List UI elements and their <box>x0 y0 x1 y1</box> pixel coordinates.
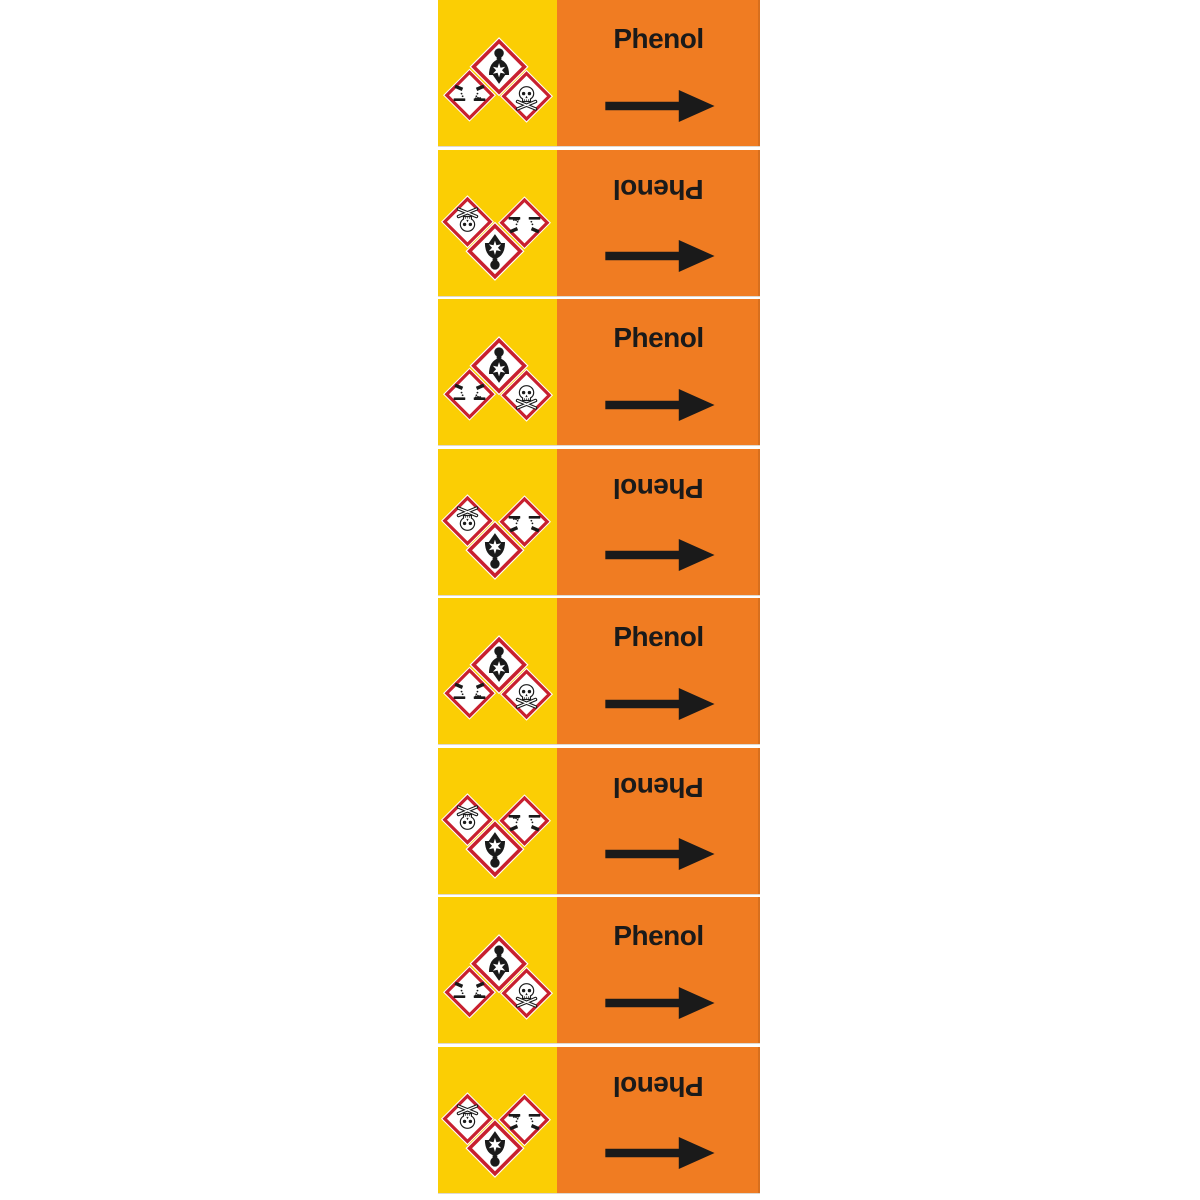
flow-band: Phenol <box>557 299 760 446</box>
ghs-pictogram-cluster <box>441 1084 553 1178</box>
pipe-marker-label: Phenol <box>438 0 760 147</box>
flow-direction-arrow-icon <box>604 987 715 1020</box>
pipe-marker-label: Phenol <box>438 747 760 894</box>
pipe-marker-label: Phenol <box>438 299 760 446</box>
flow-direction-arrow-icon <box>604 688 715 721</box>
flow-band: Phenol <box>557 747 760 894</box>
hazard-pictogram-band <box>438 0 557 147</box>
hazard-pictogram-band <box>438 747 557 894</box>
substance-name: Phenol <box>613 771 704 803</box>
flow-direction-arrow-icon <box>604 239 715 272</box>
hazard-pictogram-band <box>438 149 557 296</box>
hazard-pictogram-band <box>438 598 557 745</box>
flow-band: Phenol <box>557 448 760 595</box>
pipe-marker-label: Phenol <box>438 1046 760 1193</box>
flow-band: Phenol <box>557 598 760 745</box>
pipe-marker-label: Phenol <box>438 448 760 595</box>
pipe-marker-label: Phenol <box>438 897 760 1044</box>
flow-band: Phenol <box>557 897 760 1044</box>
pipe-marker-label: Phenol <box>438 149 760 296</box>
substance-name: Phenol <box>613 472 704 504</box>
ghs-pictogram-cluster <box>441 785 553 879</box>
ghs-pictogram-cluster <box>441 486 553 580</box>
substance-name: Phenol <box>613 1070 704 1102</box>
ghs-pictogram-cluster <box>441 37 553 131</box>
hazard-pictogram-band <box>438 299 557 446</box>
flow-direction-arrow-icon <box>604 389 715 422</box>
substance-name: Phenol <box>613 322 704 354</box>
hazard-pictogram-band <box>438 1046 557 1193</box>
pipe-marker-label: Phenol <box>438 598 760 745</box>
ghs-pictogram-cluster <box>441 934 553 1028</box>
substance-name: Phenol <box>613 621 704 653</box>
ghs-pictogram-cluster <box>441 336 553 430</box>
flow-direction-arrow-icon <box>604 837 715 870</box>
substance-name: Phenol <box>613 23 704 54</box>
ghs-pictogram-cluster <box>441 187 553 281</box>
substance-name: Phenol <box>613 173 704 205</box>
hazard-pictogram-band <box>438 897 557 1044</box>
flow-direction-arrow-icon <box>604 538 715 571</box>
flow-direction-arrow-icon <box>604 89 715 123</box>
ghs-pictogram-cluster <box>441 635 553 729</box>
hazard-pictogram-band <box>438 448 557 595</box>
flow-direction-arrow-icon <box>604 1136 715 1169</box>
flow-band: Phenol <box>557 1046 760 1193</box>
substance-name: Phenol <box>613 920 704 952</box>
flow-band: Phenol <box>557 0 760 147</box>
flow-band: Phenol <box>557 149 760 296</box>
pipe-marker-strip: Phenol Phenol <box>438 0 760 1193</box>
